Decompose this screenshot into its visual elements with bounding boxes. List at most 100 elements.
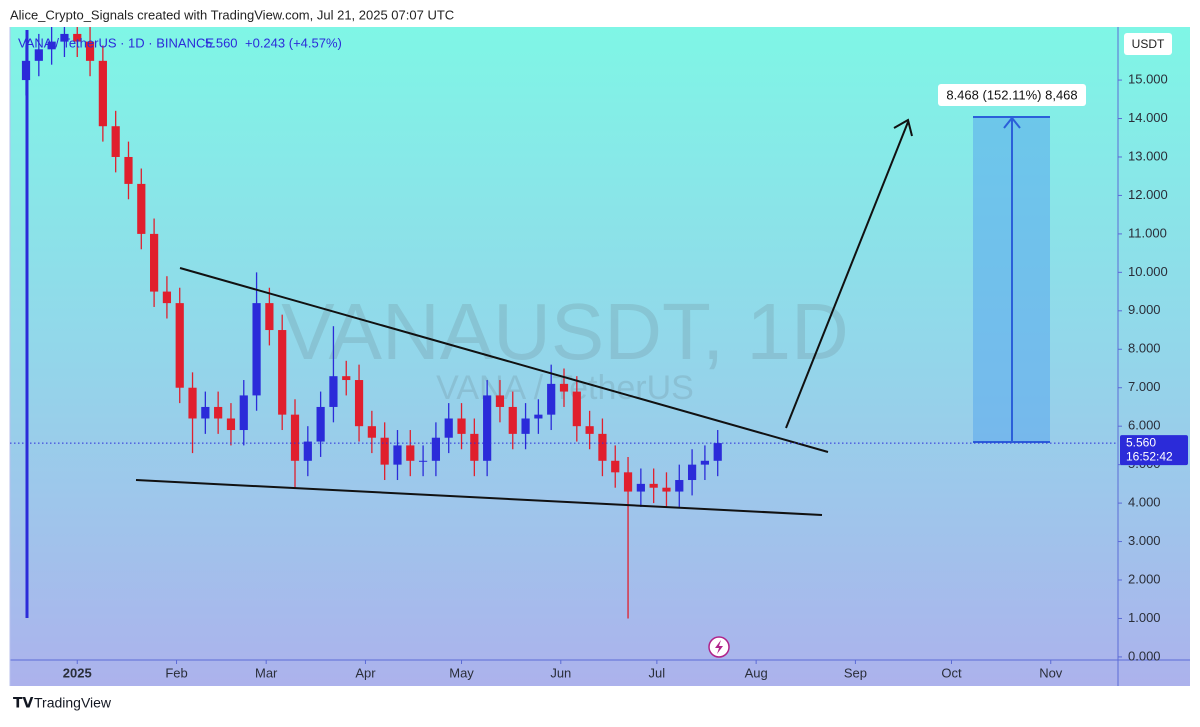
- x-tick-label: Jun: [550, 665, 571, 680]
- candle-body: [252, 303, 261, 396]
- y-tick-label: 6.000: [1128, 418, 1161, 433]
- candle-body: [290, 414, 300, 461]
- candle-body: [713, 443, 722, 461]
- candle-body: [623, 472, 633, 492]
- y-tick-label: 8.000: [1128, 341, 1161, 356]
- candle-body: [124, 156, 133, 184]
- candle-body: [534, 414, 543, 419]
- x-tick-label: May: [449, 665, 474, 680]
- lower-trendline: [135, 479, 823, 516]
- candle-body: [239, 395, 248, 431]
- y-tick-label: 10.000: [1128, 264, 1168, 279]
- candle-body: [150, 233, 159, 292]
- watermark: VANAUSDT, 1D: [281, 287, 849, 376]
- measure-label: 8.468 (152.11%) 8,468: [946, 87, 1077, 102]
- candle-body: [508, 406, 517, 434]
- candle-body: [21, 60, 31, 81]
- candle-body: [34, 49, 43, 61]
- candle-body: [495, 395, 505, 407]
- x-tick-label: Feb: [165, 665, 187, 680]
- candle-body: [60, 33, 69, 42]
- y-tick-label: 11.000: [1128, 225, 1167, 240]
- y-tick-label: 13.000: [1128, 148, 1168, 163]
- candle-body: [483, 395, 492, 461]
- candle-body: [111, 126, 120, 157]
- candle-body: [675, 480, 684, 492]
- candle-body: [470, 433, 479, 461]
- candle-body: [137, 183, 146, 234]
- candle-body: [47, 41, 56, 50]
- candle-body: [188, 387, 197, 419]
- x-tick-label: Oct: [941, 665, 962, 680]
- candle-body: [431, 437, 441, 461]
- y-tick-label: 0.000: [1128, 648, 1161, 663]
- candle-body: [598, 433, 607, 461]
- candle-body: [393, 445, 402, 465]
- projection-arrow: [785, 121, 909, 429]
- y-tick-label: 4.000: [1128, 495, 1161, 510]
- candle-body: [636, 483, 645, 492]
- candle-body: [572, 391, 581, 427]
- candle-body: [649, 483, 658, 488]
- candle-body: [278, 330, 287, 415]
- currency-box[interactable]: [1124, 33, 1172, 55]
- measure-arrow-head: [1003, 116, 1021, 129]
- x-tick-label: Sep: [844, 665, 867, 680]
- candle-body: [354, 380, 364, 427]
- y-tick-label: 12.000: [1128, 187, 1168, 202]
- y-tick-label: 15.000: [1128, 72, 1168, 87]
- last-price-label: 5.560: [1126, 435, 1156, 449]
- y-tick-label: 9.000: [1128, 302, 1161, 317]
- x-tick-label: Nov: [1039, 665, 1063, 680]
- last-price-tag: [1120, 435, 1188, 466]
- candle-body: [700, 460, 710, 465]
- candle-body: [175, 303, 184, 388]
- candle-body: [98, 60, 107, 127]
- candle-body: [611, 460, 620, 473]
- symbol-title: VANA / TetherUS · 1D · BINANCE: [18, 35, 214, 50]
- y-tick-label: 3.000: [1128, 533, 1161, 548]
- measure-label-box: [938, 84, 1086, 106]
- x-tick-label: Aug: [745, 665, 768, 680]
- candle-body: [226, 418, 236, 431]
- x-tick-label: Jul: [649, 665, 666, 680]
- upper-trendline: [179, 267, 829, 453]
- y-tick-label: 1.000: [1128, 610, 1161, 625]
- x-tick-label: 2025: [63, 665, 92, 680]
- candle-body: [214, 406, 223, 419]
- candle-body: [521, 418, 530, 434]
- candle-body: [457, 418, 466, 434]
- candle-body: [367, 426, 376, 438]
- candle-body: [316, 406, 325, 442]
- candle-body: [73, 33, 82, 42]
- candle-body: [303, 441, 312, 461]
- candle-body: [418, 460, 428, 462]
- candle-body: [444, 418, 453, 438]
- x-tick-label: Apr: [355, 665, 376, 680]
- arrow-head: [893, 118, 913, 137]
- countdown-label: 16:52:42: [1126, 449, 1173, 463]
- candle-body: [342, 376, 351, 381]
- currency-label: USDT: [1132, 37, 1165, 51]
- candle-body: [547, 383, 556, 415]
- event-icon-bolt: [715, 640, 723, 654]
- candle-body: [380, 437, 389, 465]
- candle-body: [585, 426, 594, 434]
- header-text: Alice_Crypto_Signals created with Tradin…: [10, 7, 454, 22]
- candle-body: [85, 41, 95, 61]
- candle-body: [662, 487, 671, 492]
- candle-body: [265, 303, 274, 331]
- y-tick-label: 7.000: [1128, 379, 1161, 394]
- change-text: +0.243 (+4.57%): [245, 35, 342, 50]
- y-tick-label: 2.000: [1128, 571, 1161, 586]
- price-text: 5.560: [205, 35, 238, 50]
- candle-body: [162, 291, 172, 304]
- x-tick-label: Mar: [255, 665, 278, 680]
- candle-body: [201, 406, 210, 419]
- plot-area: [21, 27, 722, 619]
- candle-body: [406, 445, 415, 461]
- candle-body: [559, 383, 569, 392]
- footer-logo: 𝗧𝗩: [13, 695, 34, 711]
- y-tick-label: 14.000: [1128, 110, 1168, 125]
